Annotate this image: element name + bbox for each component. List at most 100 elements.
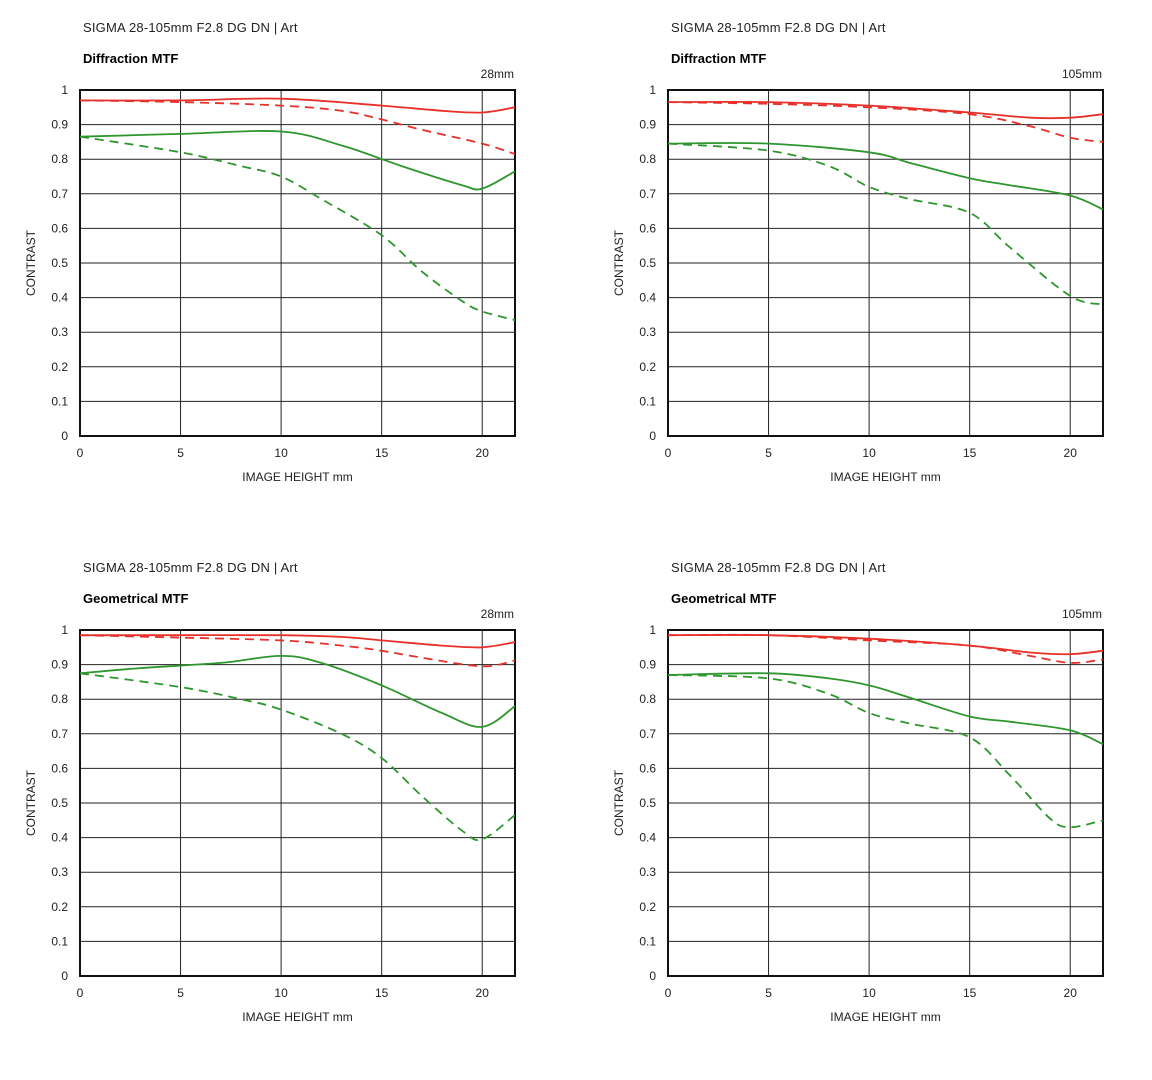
y-tick-label: 0.5	[639, 256, 656, 270]
mtf-chart: 00.10.20.30.40.50.60.70.80.910 5 10 15 20IMA…	[612, 83, 1104, 484]
x-tick-label: 15	[963, 986, 977, 1000]
plot-frame	[667, 629, 1104, 977]
x-tick-label: 5	[177, 446, 184, 460]
y-axis-label: CONTRAST	[612, 769, 626, 836]
x-tick-label: 10	[274, 446, 288, 460]
y-tick-label: 0.6	[639, 221, 656, 235]
x-tick-label: 0	[665, 986, 672, 1000]
mtf-chart: 00.10.20.30.40.50.60.70.80.910 5 10 15 20IMA…	[24, 623, 516, 1024]
chart-subtitle: Geometrical MTF	[671, 591, 777, 606]
mtf-series-line	[667, 142, 1104, 306]
mtf-chart: 00.10.20.30.40.50.60.70.80.910 5 10 15 20IMA…	[612, 623, 1104, 1024]
y-tick-label: 0.5	[51, 256, 68, 270]
y-tick-label: 0.2	[51, 900, 68, 914]
y-tick-label: 0.7	[51, 727, 68, 741]
x-tick-label: 20	[476, 446, 490, 460]
y-tick-label: 0.8	[639, 692, 656, 706]
x-axis-label: IMAGE HEIGHT mm	[242, 1010, 352, 1024]
y-tick-label: 0.6	[51, 221, 68, 235]
y-tick-label: 1	[649, 623, 656, 637]
x-tick-label: 20	[1064, 446, 1078, 460]
focal-length-label: 28mm	[480, 67, 514, 81]
y-tick-label: 1	[649, 83, 656, 97]
x-axis-label: IMAGE HEIGHT mm	[830, 470, 940, 484]
x-tick-label: 0	[77, 986, 84, 1000]
y-tick-label: 0.9	[51, 658, 68, 672]
x-tick-label: 15	[963, 446, 977, 460]
y-axis-label: CONTRAST	[24, 769, 38, 836]
y-tick-label: 0.3	[639, 325, 656, 339]
mtf-series-line	[79, 130, 516, 191]
y-tick-label: 0.2	[639, 360, 656, 374]
chart-title: SIGMA 28-105mm F2.8 DG DN | Art	[83, 560, 298, 575]
chart-title: SIGMA 28-105mm F2.8 DG DN | Art	[671, 20, 886, 35]
x-tick-label: 20	[1064, 986, 1078, 1000]
plot-frame	[667, 89, 1104, 437]
y-tick-label: 1	[61, 623, 68, 637]
y-tick-label: 0.4	[639, 291, 656, 305]
y-tick-label: 0.7	[639, 187, 656, 201]
y-tick-label: 1	[61, 83, 68, 97]
x-tick-label: 10	[862, 986, 876, 1000]
x-tick-label: 5	[765, 446, 772, 460]
y-tick-label: 0.1	[51, 934, 68, 948]
y-tick-label: 0.3	[51, 325, 68, 339]
mtf-series-line	[667, 100, 1104, 120]
focal-length-label: 105mm	[1061, 607, 1102, 621]
chart-title: SIGMA 28-105mm F2.8 DG DN | Art	[671, 560, 886, 575]
y-tick-label: 0.7	[639, 727, 656, 741]
x-tick-label: 0	[665, 446, 672, 460]
y-tick-label: 0.7	[51, 187, 68, 201]
y-tick-label: 0.8	[51, 152, 68, 166]
y-tick-label: 0.6	[51, 761, 68, 775]
y-tick-label: 0.8	[639, 152, 656, 166]
y-tick-label: 0.2	[639, 900, 656, 914]
x-tick-label: 20	[476, 986, 490, 1000]
x-tick-label: 10	[274, 986, 288, 1000]
focal-length-label: 105mm	[1061, 67, 1102, 81]
mtf-series-line	[667, 101, 1104, 143]
plot-frame	[79, 89, 516, 437]
mtf-panel-geometrical-105mm: SIGMA 28-105mm F2.8 DG DN | Art Geometri…	[588, 540, 1148, 1060]
x-axis-label: IMAGE HEIGHT mm	[242, 470, 352, 484]
y-axis-label: CONTRAST	[612, 229, 626, 296]
mtf-chart: 00.10.20.30.40.50.60.70.80.910 5 10 15 20IMA…	[24, 83, 516, 484]
mtf-series-line	[79, 99, 516, 155]
mtf-series-line	[667, 674, 1104, 829]
x-tick-label: 5	[765, 986, 772, 1000]
y-tick-label: 0.5	[51, 796, 68, 810]
y-tick-label: 0	[649, 969, 656, 983]
mtf-series-line	[667, 672, 1104, 746]
x-tick-label: 15	[375, 446, 389, 460]
y-tick-label: 0	[61, 429, 68, 443]
y-tick-label: 0.3	[639, 865, 656, 879]
y-tick-label: 0.3	[51, 865, 68, 879]
y-tick-label: 0.2	[51, 360, 68, 374]
y-tick-label: 0.1	[51, 394, 68, 408]
mtf-series-line	[80, 634, 516, 649]
y-tick-label: 0.4	[51, 291, 68, 305]
plot-frame	[79, 629, 516, 977]
chart-subtitle: Diffraction MTF	[83, 51, 179, 66]
y-tick-label: 0.4	[639, 831, 656, 845]
y-tick-label: 0.9	[639, 118, 656, 132]
focal-length-label: 28mm	[480, 607, 514, 621]
chart-subtitle: Diffraction MTF	[671, 51, 767, 66]
x-tick-label: 15	[375, 986, 389, 1000]
y-tick-label: 0.9	[639, 658, 656, 672]
mtf-series-line	[667, 142, 1104, 211]
chart-title: SIGMA 28-105mm F2.8 DG DN | Art	[83, 20, 298, 35]
x-tick-label: 10	[862, 446, 876, 460]
x-tick-label: 5	[177, 986, 184, 1000]
y-tick-label: 0	[61, 969, 68, 983]
y-tick-label: 0.9	[51, 118, 68, 132]
mtf-series-line	[667, 633, 1104, 664]
y-tick-label: 0.5	[639, 796, 656, 810]
y-tick-label: 0	[649, 429, 656, 443]
mtf-panel-geometrical-28mm: SIGMA 28-105mm F2.8 DG DN | Art Geometri…	[0, 540, 560, 1060]
mtf-series-line	[79, 655, 516, 728]
x-tick-label: 0	[77, 446, 84, 460]
mtf-series-line	[667, 634, 1104, 656]
y-tick-label: 0.6	[639, 761, 656, 775]
chart-subtitle: Geometrical MTF	[83, 591, 189, 606]
